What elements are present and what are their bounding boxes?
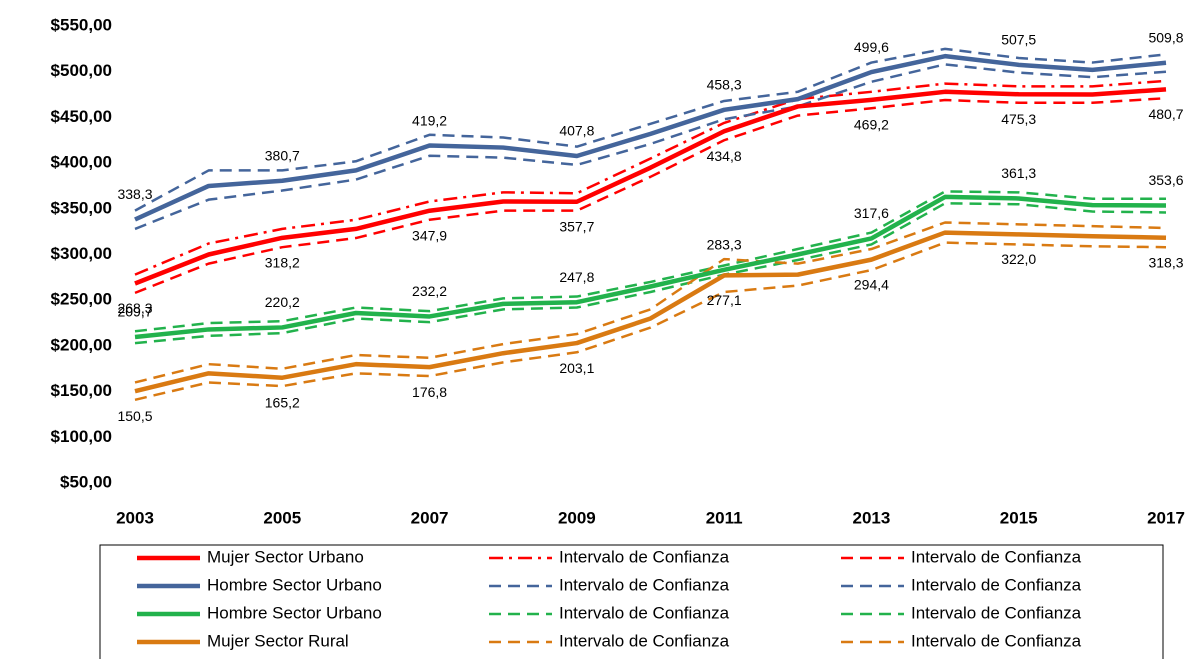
data-label: 469,2 bbox=[854, 117, 889, 133]
y-tick-label: $50,00 bbox=[60, 472, 112, 491]
x-tick-label: 2007 bbox=[411, 508, 449, 527]
legend-label: Intervalo de Confianza bbox=[559, 603, 730, 622]
data-label: 317,6 bbox=[854, 205, 889, 221]
confidence-line bbox=[134, 79, 1167, 276]
series-line bbox=[134, 87, 1167, 286]
data-label: 509,8 bbox=[1148, 29, 1183, 45]
data-label: 268,3 bbox=[117, 300, 152, 316]
data-label: 419,2 bbox=[412, 112, 447, 128]
data-label: 176,8 bbox=[412, 384, 447, 400]
y-tick-label: $150,00 bbox=[51, 381, 112, 400]
data-label: 507,5 bbox=[1001, 32, 1036, 48]
data-label: 232,2 bbox=[412, 283, 447, 299]
data-label: 357,7 bbox=[559, 218, 594, 234]
data-label: 150,5 bbox=[117, 408, 152, 424]
data-label: 294,4 bbox=[854, 276, 889, 292]
data-label: 322,0 bbox=[1001, 251, 1036, 267]
data-label: 318,3 bbox=[1148, 254, 1183, 270]
y-tick-label: $450,00 bbox=[51, 107, 112, 126]
series-line bbox=[134, 230, 1167, 394]
y-tick-label: $550,00 bbox=[51, 15, 112, 34]
y-tick-label: $400,00 bbox=[51, 153, 112, 172]
data-label: 475,3 bbox=[1001, 111, 1036, 127]
legend-label: Intervalo de Confianza bbox=[911, 547, 1082, 566]
data-label: 434,8 bbox=[707, 148, 742, 164]
data-label: 380,7 bbox=[265, 147, 300, 163]
data-label: 247,8 bbox=[559, 269, 594, 285]
series-line bbox=[134, 53, 1167, 222]
y-tick-label: $300,00 bbox=[51, 244, 112, 263]
legend-label: Intervalo de Confianza bbox=[559, 631, 730, 650]
legend-label: Intervalo de Confianza bbox=[559, 575, 730, 594]
data-label: 458,3 bbox=[707, 77, 742, 93]
data-label: 347,9 bbox=[412, 227, 447, 243]
legend-label: Intervalo de Confianza bbox=[559, 547, 730, 566]
data-label: 338,3 bbox=[117, 186, 152, 202]
x-tick-label: 2005 bbox=[263, 508, 301, 527]
y-tick-label: $350,00 bbox=[51, 198, 112, 217]
x-tick-label: 2011 bbox=[706, 508, 743, 527]
y-tick-label: $500,00 bbox=[51, 61, 112, 80]
confidence-line bbox=[134, 241, 1167, 402]
data-label: 165,2 bbox=[265, 394, 300, 410]
y-tick-label: $250,00 bbox=[51, 290, 112, 309]
legend-label: Intervalo de Confianza bbox=[911, 631, 1082, 650]
x-tick-label: 2009 bbox=[558, 508, 596, 527]
data-label: 209,7 bbox=[117, 304, 152, 320]
y-tick-label: $200,00 bbox=[51, 335, 112, 354]
legend-label: Hombre Sector Urbano bbox=[207, 603, 382, 622]
data-label: 283,3 bbox=[707, 236, 742, 252]
data-label: 220,2 bbox=[265, 294, 300, 310]
confidence-line bbox=[134, 96, 1167, 295]
x-tick-label: 2003 bbox=[116, 508, 154, 527]
confidence-line bbox=[134, 190, 1166, 333]
data-label: 277,1 bbox=[707, 292, 742, 308]
x-tick-label: 2013 bbox=[853, 508, 891, 527]
legend-box bbox=[99, 544, 1164, 659]
data-label: 361,3 bbox=[1001, 165, 1036, 181]
confidence-line bbox=[134, 202, 1167, 345]
legend-label: Hombre Sector Urbano bbox=[207, 575, 382, 594]
data-label: 480,7 bbox=[1148, 106, 1183, 122]
data-label: 499,6 bbox=[854, 39, 889, 55]
legend-label: Mujer Sector Urbano bbox=[207, 547, 364, 566]
data-label: 318,2 bbox=[265, 255, 300, 271]
confidence-line bbox=[134, 63, 1167, 231]
data-label: 203,1 bbox=[559, 360, 594, 376]
series-line bbox=[134, 194, 1167, 340]
confidence-line bbox=[134, 221, 1167, 384]
x-tick-label: 2017 bbox=[1147, 508, 1185, 527]
data-label: 353,6 bbox=[1148, 172, 1183, 188]
confidence-line bbox=[134, 47, 1167, 212]
y-tick-label: $100,00 bbox=[51, 427, 112, 446]
data-label: 407,8 bbox=[559, 123, 594, 139]
legend-label: Intervalo de Confianza bbox=[911, 603, 1082, 622]
legend-label: Intervalo de Confianza bbox=[911, 575, 1082, 594]
x-tick-label: 2015 bbox=[1000, 508, 1038, 527]
legend-label: Mujer Sector Rural bbox=[207, 631, 349, 650]
